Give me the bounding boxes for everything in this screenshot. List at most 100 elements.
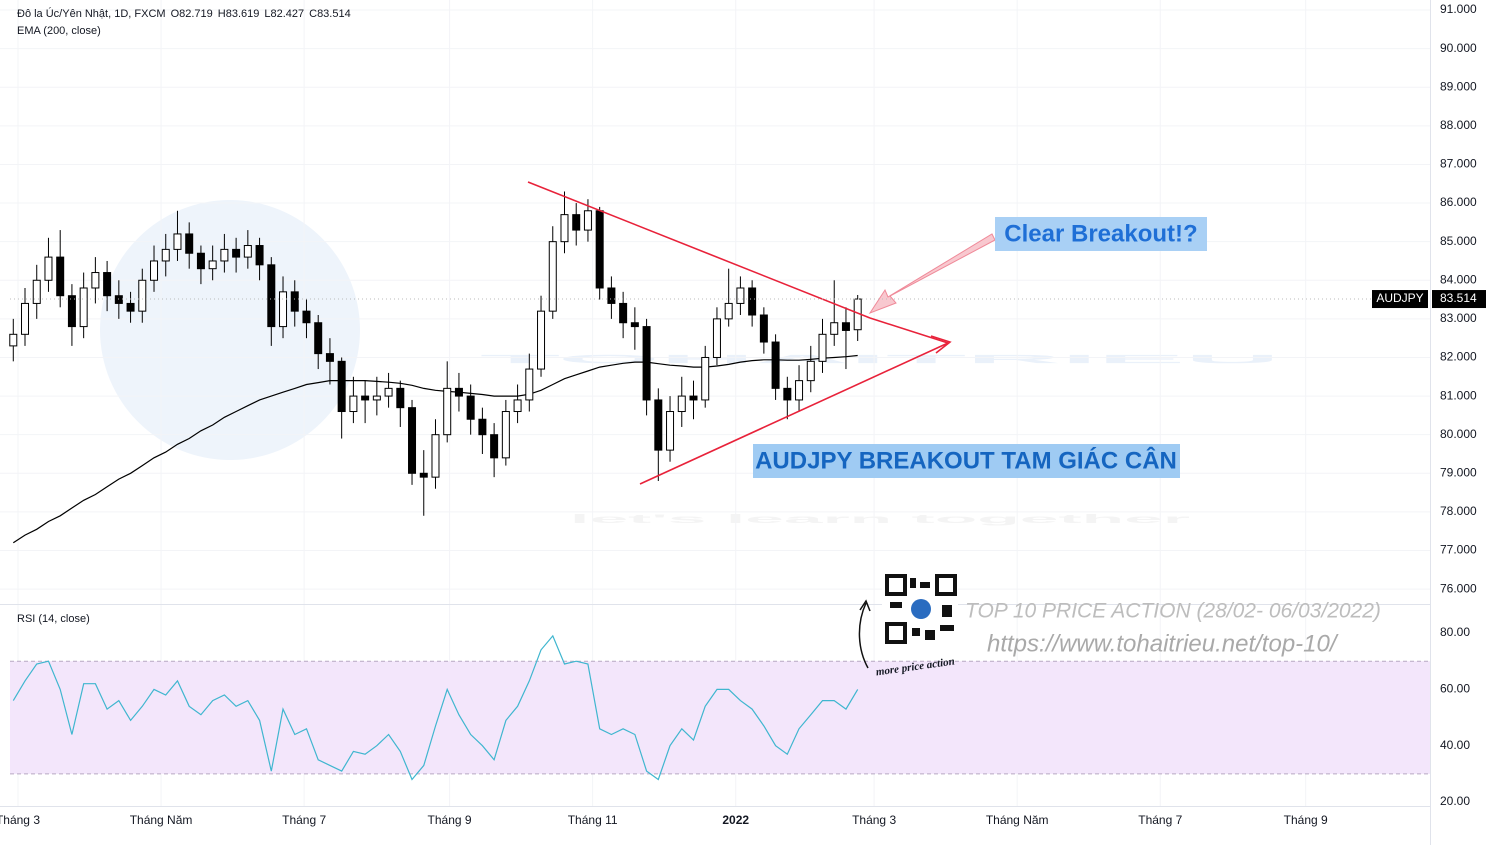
candle-body: [795, 380, 804, 401]
candle-body: [583, 210, 592, 231]
y-tick-label: 84.000: [1440, 272, 1477, 286]
candle-body: [830, 322, 839, 335]
watermark: TOHAITRIEU let's learn together: [100, 200, 1280, 526]
x-tick-label: 2022: [722, 813, 749, 827]
x-tick-label: Tháng 11: [568, 813, 618, 827]
candle-body: [525, 368, 534, 401]
y-tick-label: 87.000: [1440, 157, 1477, 171]
symbol-tag: [1372, 290, 1428, 309]
y-tick-label: 91.000: [1440, 2, 1477, 16]
candle-body: [771, 341, 780, 389]
y-tick-label: 79.000: [1440, 465, 1477, 479]
x-tick-label: Tháng Năm: [130, 813, 193, 827]
candle-body: [279, 291, 288, 328]
y-tick-label: 85.000: [1440, 234, 1477, 248]
y-tick-label: 81.000: [1440, 388, 1477, 402]
candle-body: [689, 395, 698, 401]
price-tag: [1432, 290, 1486, 309]
watermark-logo: [100, 200, 360, 460]
candle-body: [572, 214, 581, 231]
ohlc-label: C83.514: [309, 8, 351, 20]
candle-body: [607, 287, 616, 304]
candle-body: [114, 295, 123, 304]
candle-body: [478, 418, 487, 436]
candle-body: [548, 241, 557, 312]
x-tick-label: Tháng 3: [852, 813, 896, 827]
candle-body: [220, 248, 229, 262]
candle-body: [32, 279, 41, 304]
x-tick-label: Tháng 7: [1138, 813, 1182, 827]
candle-body: [290, 291, 299, 312]
candle-body: [44, 256, 53, 281]
candle-body: [232, 248, 241, 258]
candle-body: [841, 322, 850, 331]
candle-body: [537, 310, 546, 370]
candle-body: [724, 302, 733, 320]
candle-body: [619, 302, 628, 324]
candle-body: [150, 260, 159, 281]
candle-body: [349, 395, 358, 413]
candle-body: [454, 387, 463, 397]
candle-body: [208, 260, 217, 270]
y-tick-label: 86.000: [1440, 195, 1477, 209]
candle-body: [173, 233, 182, 250]
candle-body: [255, 245, 264, 266]
price-tag-text: 83.514: [1440, 291, 1477, 305]
candle-body: [91, 272, 100, 289]
y-tick-label: 60.00: [1440, 682, 1470, 696]
candle-body: [161, 248, 170, 262]
candle-body: [783, 387, 792, 401]
candle-body: [736, 287, 745, 304]
ema-line: [12, 354, 858, 544]
candle-body: [67, 295, 76, 328]
x-tick-label: Tháng Năm: [986, 813, 1049, 827]
candle-body: [361, 395, 370, 401]
promo-url: https://www.tohaitrieu.net/top-10/: [987, 630, 1339, 657]
candle-body: [677, 395, 686, 413]
rsi-line: [12, 634, 859, 781]
y-tick-label: 80.000: [1440, 427, 1477, 441]
x-tick-label: Tháng 3: [0, 813, 40, 827]
y-tick-label: 90.000: [1440, 41, 1477, 55]
annotation-box: [753, 444, 1180, 478]
candle-body: [513, 399, 522, 413]
candle-body: [103, 272, 112, 297]
candle-body: [419, 472, 428, 478]
y-tick-label: 80.00: [1440, 625, 1470, 639]
y-tick-label: 20.00: [1440, 794, 1470, 808]
candle-body: [337, 360, 346, 413]
trendline: [527, 181, 871, 319]
candle-body: [56, 256, 65, 297]
candle-body: [630, 322, 639, 328]
annotation-box: [995, 217, 1207, 251]
ohlc-label: O82.719: [170, 8, 213, 20]
symbol-tag-text: AUDJPY: [1376, 291, 1423, 305]
candle-body: [466, 395, 475, 420]
candle-body: [501, 411, 510, 459]
candle-body: [654, 399, 663, 451]
annotation: AUDJPY BREAKOUT TAM GIÁC CÂN: [755, 446, 1177, 474]
watermark-slogan: let's learn together: [570, 512, 1192, 526]
trendline: [639, 342, 949, 485]
x-tick-label: Tháng 9: [428, 813, 472, 827]
candle-body: [267, 264, 276, 328]
hand-arrow: [859, 599, 871, 612]
arrowhead: [930, 335, 952, 354]
y-tick-label: 40.00: [1440, 738, 1470, 752]
hand-arrow: [858, 602, 869, 669]
rsi-band: [10, 661, 1430, 774]
candle-body: [302, 310, 311, 324]
candle-body: [325, 353, 334, 362]
candle-body: [818, 333, 827, 362]
candle-body: [314, 322, 323, 355]
candle-body: [748, 287, 757, 316]
candle-body: [759, 314, 768, 343]
indicator-legend: EMA (200, close): [17, 25, 101, 37]
y-tick-label: 76.000: [1440, 581, 1477, 595]
y-tick-label: 89.000: [1440, 79, 1477, 93]
candle-body: [126, 302, 135, 312]
candle-body: [712, 318, 721, 358]
indicator-legend: RSI (14, close): [17, 613, 90, 625]
